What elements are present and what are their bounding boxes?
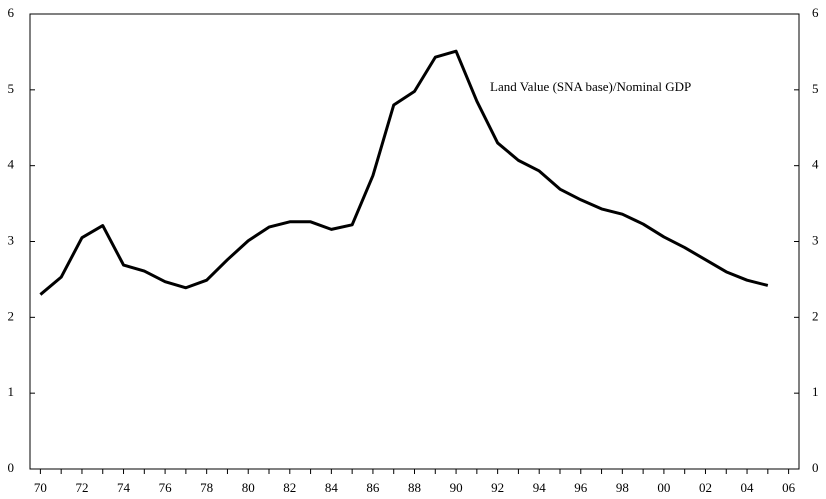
y2-tick-label: 4 (812, 157, 819, 172)
series-annotation: Land Value (SNA base)/Nominal GDP (490, 79, 691, 94)
y2-tick-label: 2 (812, 308, 819, 323)
x-tick-label: 92 (491, 480, 504, 495)
x-tick-label: 06 (782, 480, 796, 495)
x-tick-label: 98 (616, 480, 629, 495)
x-tick-label: 02 (699, 480, 712, 495)
x-tick-label: 96 (574, 480, 588, 495)
y2-tick-label: 6 (812, 5, 819, 20)
y-tick-label: 3 (8, 232, 15, 247)
x-tick-label: 74 (117, 480, 131, 495)
y-tick-label: 1 (8, 384, 15, 399)
y-tick-label: 6 (8, 5, 15, 20)
x-tick-label: 84 (325, 480, 339, 495)
y-tick-label: 5 (8, 81, 15, 96)
y-tick-label: 0 (8, 460, 15, 475)
x-tick-label: 00 (657, 480, 670, 495)
x-tick-label: 94 (533, 480, 547, 495)
y2-tick-label: 5 (812, 81, 819, 96)
x-tick-label: 82 (283, 480, 296, 495)
x-tick-label: 80 (242, 480, 255, 495)
x-tick-label: 90 (450, 480, 463, 495)
x-tick-label: 72 (75, 480, 88, 495)
y-tick-label: 4 (8, 157, 15, 172)
y2-tick-label: 3 (812, 232, 819, 247)
y2-tick-label: 0 (812, 460, 819, 475)
x-tick-label: 70 (34, 480, 47, 495)
x-tick-label: 86 (366, 480, 380, 495)
data-line (39, 49, 769, 296)
x-tick-label: 78 (200, 480, 213, 495)
x-tick-label: 88 (408, 480, 421, 495)
y-tick-label: 2 (8, 308, 15, 323)
x-tick-label: 04 (741, 480, 755, 495)
y2-tick-label: 1 (812, 384, 819, 399)
x-tick-label: 76 (159, 480, 173, 495)
